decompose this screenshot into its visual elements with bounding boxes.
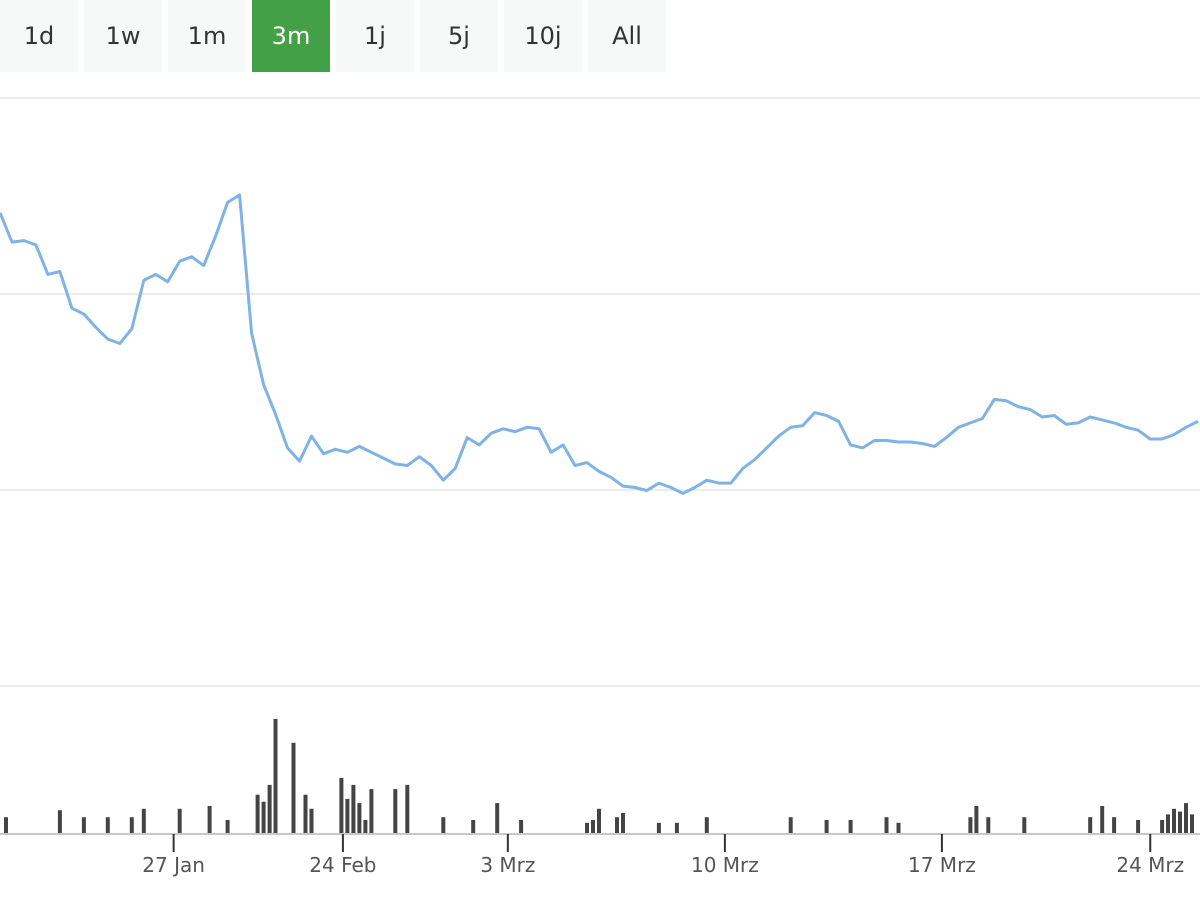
volume-bar (141, 808, 146, 834)
range-button-all[interactable]: All (588, 0, 666, 72)
volume-bar (369, 789, 374, 834)
volume-bar (519, 820, 524, 834)
volume-bar (357, 803, 362, 834)
volume-bar (393, 789, 398, 834)
volume-bar (615, 817, 619, 834)
volume-bar (704, 817, 709, 834)
volume-bar (1166, 814, 1170, 834)
volume-bar (896, 822, 901, 834)
volume-bar (81, 817, 86, 834)
price-volume-chart: 27 Jan 24 Feb 3 Mrz 10 Mrz 17 Mrz 24 Mrz (0, 97, 1200, 877)
price-series (0, 193, 1199, 495)
volume-bar (1088, 817, 1093, 834)
volume-series (4, 719, 1194, 834)
volume-bar (273, 719, 278, 834)
volume-bar (1112, 817, 1117, 834)
volume-bar (674, 822, 679, 834)
x-tick-label: 10 Mrz (691, 853, 759, 877)
volume-bar (656, 822, 661, 834)
volume-bar (303, 794, 308, 834)
volume-bar (848, 820, 853, 834)
volume-bar (471, 820, 476, 834)
range-button-1d[interactable]: 1d (0, 0, 78, 72)
volume-bar (363, 820, 368, 834)
time-range-selector: 1d 1w 1m 3m 1j 5j 10j All (0, 0, 672, 72)
volume-bar (177, 808, 182, 834)
volume-bar (4, 817, 8, 834)
volume-bar (974, 806, 979, 834)
volume-bar (788, 817, 793, 834)
volume-bar (225, 820, 230, 834)
volume-bar (1190, 814, 1194, 834)
volume-bar (351, 784, 356, 834)
x-tick-label: 24 Feb (309, 853, 376, 877)
range-button-5j[interactable]: 5j (420, 0, 498, 72)
volume-bar (267, 784, 272, 834)
volume-bar (345, 798, 350, 834)
x-tick-label: 3 Mrz (480, 853, 535, 877)
volume-bar (968, 817, 973, 834)
volume-bar (986, 817, 991, 834)
volume-bar (255, 794, 260, 834)
range-button-1m[interactable]: 1m (168, 0, 246, 72)
x-axis: 27 Jan 24 Feb 3 Mrz 10 Mrz 17 Mrz 24 Mrz (0, 833, 1200, 877)
price-line (0, 193, 1199, 495)
volume-bar (1100, 806, 1105, 834)
volume-bar (129, 817, 134, 834)
volume-bar (207, 806, 212, 834)
range-button-10j[interactable]: 10j (504, 0, 582, 72)
volume-bar (884, 817, 889, 834)
volume-bar (261, 801, 266, 834)
volume-bar (824, 820, 829, 834)
volume-bar (495, 803, 500, 834)
range-button-1j[interactable]: 1j (336, 0, 414, 72)
x-tick-label: 27 Jan (142, 853, 205, 877)
volume-bar (339, 777, 344, 834)
volume-bar (1172, 808, 1176, 834)
volume-bar (591, 820, 595, 834)
volume-bar (585, 822, 589, 834)
volume-bar (405, 784, 410, 834)
range-button-1w[interactable]: 1w (84, 0, 162, 72)
volume-bar (621, 813, 625, 834)
x-tick-label: 17 Mrz (908, 853, 976, 877)
volume-bar (309, 808, 314, 834)
volume-bar (1022, 817, 1027, 834)
range-button-3m[interactable]: 3m (252, 0, 330, 72)
volume-bar (1160, 820, 1165, 834)
volume-bar (441, 817, 446, 834)
volume-bar (291, 742, 296, 834)
volume-bar (1184, 803, 1188, 834)
volume-bar (57, 810, 62, 834)
price-grid (0, 97, 1200, 687)
volume-bar (597, 808, 601, 834)
volume-bar (1136, 820, 1141, 834)
volume-bar (105, 817, 110, 834)
x-tick-label: 24 Mrz (1116, 853, 1184, 877)
volume-bar (1178, 811, 1182, 834)
